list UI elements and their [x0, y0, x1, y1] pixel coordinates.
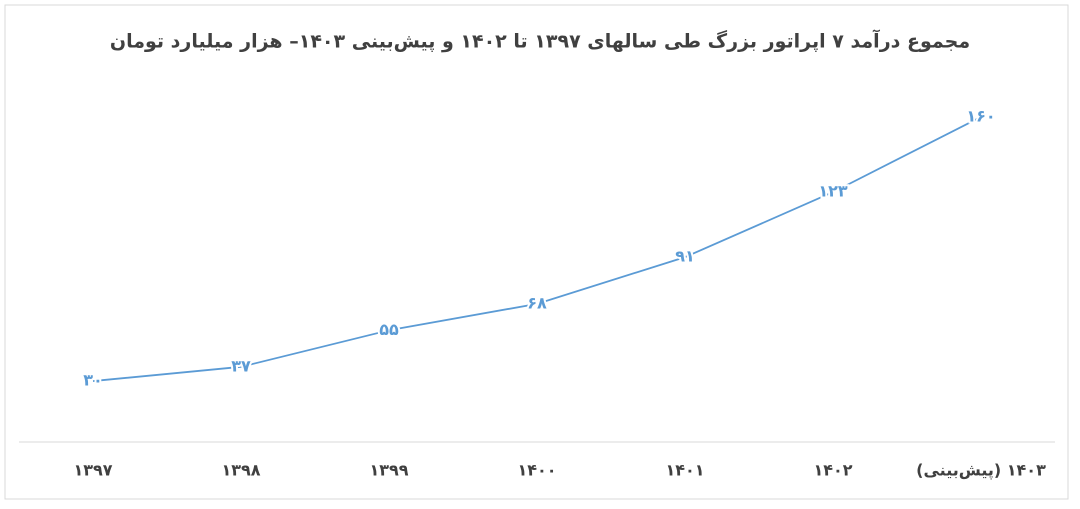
data-label: ۱۶۰ — [966, 106, 995, 125]
data-label: ۵۵ — [379, 320, 399, 339]
data-label: ۳۰ — [83, 371, 103, 390]
x-tick-label: ۱۴۰۰ — [517, 461, 556, 480]
x-tick-label: ۱۴۰۱ — [665, 461, 704, 480]
x-tick-label: ۱۳۹۹ — [369, 461, 408, 480]
x-tick-label: ۱۴۰۲ — [813, 461, 852, 480]
chart-title: مجموع درآمد ۷ اپراتور بزرگ طی سالهای ۱۳۹… — [110, 29, 970, 53]
x-tick-label: ۱۳۹۸ — [221, 461, 260, 480]
line — [92, 116, 982, 382]
data-label: ۳۷ — [231, 356, 251, 375]
x-tick-label: ۱۳۹۷ — [73, 461, 112, 480]
data-label: ۹۱ — [675, 247, 695, 266]
data-label: ۱۲۳ — [818, 182, 848, 201]
x-tick-label: ۱۴۰۳ (پیش‌بینی) — [916, 461, 1046, 481]
chart-border — [4, 4, 1069, 500]
data-label: ۶۸ — [527, 293, 547, 312]
